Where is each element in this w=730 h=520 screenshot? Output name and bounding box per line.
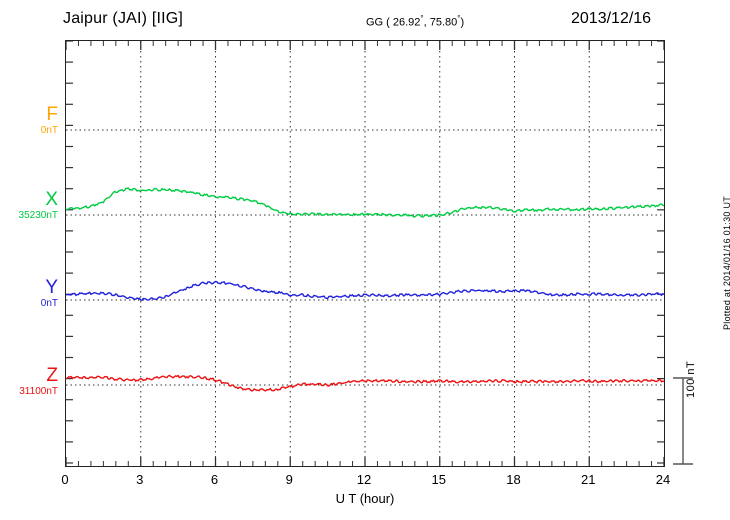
x-tick-21: 21 xyxy=(581,472,596,487)
left-axis-ticks xyxy=(66,41,73,464)
scale-bar xyxy=(673,377,693,465)
component-value-z: 31100nT xyxy=(19,386,58,397)
component-baselines xyxy=(66,129,664,386)
vertical-gridlines xyxy=(140,41,590,466)
x-tick-0: 0 xyxy=(61,472,69,487)
x-tick-3: 3 xyxy=(136,472,144,487)
x-tick-12: 12 xyxy=(356,472,372,487)
component-letter-z: Z xyxy=(46,365,58,386)
right-axis-ticks xyxy=(657,41,664,464)
x-axis-title: U T (hour) xyxy=(335,491,395,506)
x-tick-15: 15 xyxy=(431,472,446,487)
geo-coords-lat: GG ( 26.92 xyxy=(366,16,421,29)
x-tick-6: 6 xyxy=(210,472,219,487)
component-value-x: 35230nT xyxy=(18,210,58,221)
bottom-axis-ticks xyxy=(66,457,664,466)
x-tick-24: 24 xyxy=(655,472,671,487)
component-label-f: F 0nT xyxy=(0,105,58,136)
magnetogram-svg xyxy=(66,41,664,466)
component-label-y: Y 0nT xyxy=(0,278,58,309)
plot-area xyxy=(65,40,665,467)
component-label-x: X 35230nT xyxy=(0,190,58,221)
data-traces xyxy=(66,187,664,392)
component-value-y: 0nT xyxy=(40,298,58,309)
plotted-at-timestamp: Plotted at 2014/01/16 01:30 UT xyxy=(722,195,730,330)
x-tick-18: 18 xyxy=(506,472,521,487)
top-axis-ticks xyxy=(66,41,664,50)
component-letter-y: Y xyxy=(45,277,58,298)
geo-coords-lon: , 75.80 xyxy=(423,16,458,29)
scale-bar-label: 100 nT xyxy=(685,360,697,398)
station-title: Jaipur (JAI) [IIG] xyxy=(63,10,184,27)
degree-sign-lat: ° xyxy=(420,14,424,23)
component-value-f: 0nT xyxy=(40,125,58,136)
date-label: 2013/12/16 xyxy=(571,10,652,27)
geographic-coordinates: GG ( 26.92°, 75.80°) xyxy=(366,14,464,29)
component-letter-f: F xyxy=(46,104,58,125)
x-tick-9: 9 xyxy=(285,472,293,487)
geo-coords-close: ) xyxy=(460,16,465,29)
component-label-z: Z 31100nT xyxy=(0,366,58,397)
degree-sign-lon: ° xyxy=(457,14,461,23)
component-letter-x: X xyxy=(45,189,58,210)
